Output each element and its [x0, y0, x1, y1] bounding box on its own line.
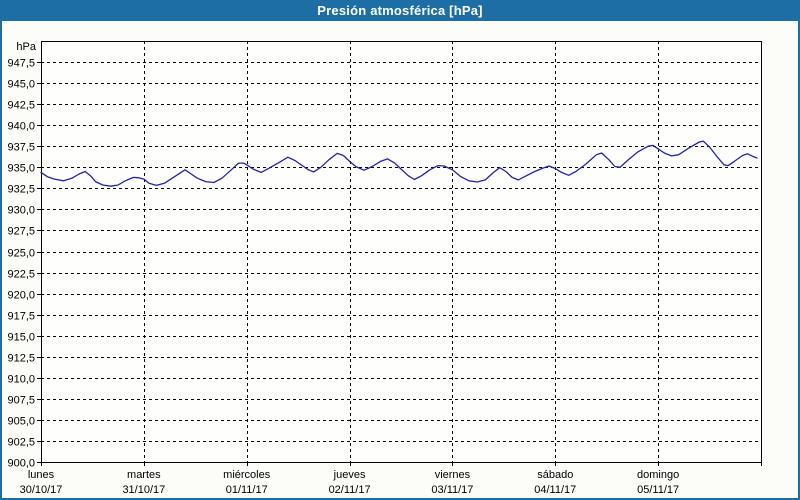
y-tick-label: 935,0	[7, 163, 35, 175]
x-date-label: 05/11/17	[637, 484, 679, 496]
x-day-label: martes	[127, 469, 161, 481]
x-day-label: lunes	[28, 469, 55, 481]
x-day-label: sábado	[537, 469, 573, 481]
y-tick-label: 900,0	[7, 458, 35, 470]
y-tick-label: 907,5	[7, 395, 35, 407]
y-tick-label: 905,0	[7, 416, 35, 428]
pressure-series-line	[40, 140, 758, 187]
y-tick-label: 910,0	[7, 374, 35, 386]
y-tick-label: 930,0	[7, 205, 35, 217]
y-tick-label: 940,0	[7, 121, 35, 133]
y-tick-label: 922,5	[7, 269, 35, 281]
y-tick-label: 937,5	[7, 142, 35, 154]
x-date-label: 04/11/17	[534, 484, 576, 496]
y-axis-unit-label: hPa	[16, 41, 36, 53]
x-day-label: domingo	[637, 469, 679, 481]
y-tick-label: 902,5	[7, 437, 35, 449]
x-date-label: 01/11/17	[226, 484, 268, 496]
y-tick-label: 917,5	[7, 311, 35, 323]
window-title: Presión atmosférica [hPa]	[317, 3, 483, 18]
window-titlebar: Presión atmosférica [hPa]	[0, 0, 800, 21]
x-day-label: jueves	[333, 469, 366, 481]
x-date-label: 30/10/17	[20, 484, 63, 496]
y-tick-label: 925,0	[7, 248, 35, 260]
y-tick-label: 915,0	[7, 332, 35, 344]
y-tick-label: 927,5	[7, 226, 35, 238]
y-tick-label: 945,0	[7, 79, 35, 91]
y-tick-label: 932,5	[7, 184, 35, 196]
x-date-label: 03/11/17	[431, 484, 473, 496]
y-tick-label: 942,5	[7, 100, 35, 112]
x-day-label: viernes	[435, 469, 471, 481]
y-tick-label: 947,5	[7, 58, 35, 70]
y-tick-label: 920,0	[7, 290, 35, 302]
y-tick-label: 912,5	[7, 353, 35, 365]
x-date-label: 02/11/17	[329, 484, 371, 496]
x-date-label: 31/10/17	[122, 484, 165, 496]
x-day-label: miércoles	[223, 469, 271, 481]
